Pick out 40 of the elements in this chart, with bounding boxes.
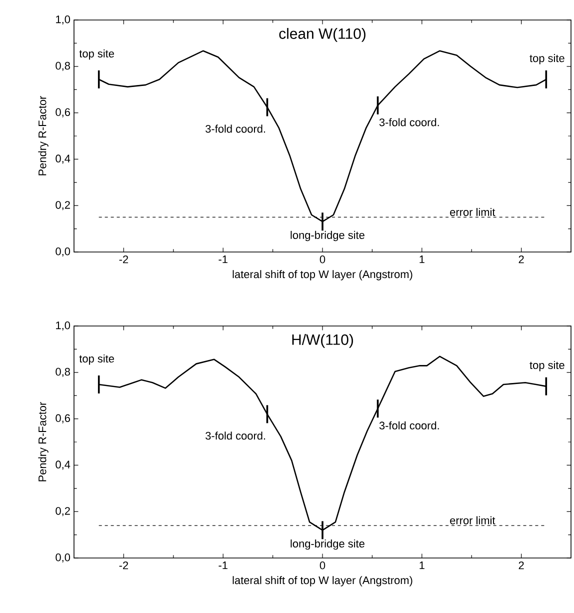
x-tick-label: 0 <box>320 256 326 264</box>
y-tick-label: 0,6 <box>56 414 70 424</box>
y-tick-label: 1,0 <box>56 321 70 331</box>
annotation: 3-fold coord. <box>206 432 266 440</box>
annotation: long-bridge site <box>290 539 364 550</box>
annotation: top site <box>530 360 564 372</box>
y-tick-label: 0,4 <box>56 460 70 470</box>
annotation: 3-fold coord. <box>379 118 439 126</box>
y-tick-label: 0,6 <box>56 108 70 118</box>
text: clean W(110) <box>279 28 366 42</box>
x-tick-label: 0 <box>320 562 326 570</box>
annotation: 3-fold coord. <box>379 421 439 430</box>
x-tick-label: -1 <box>218 562 228 570</box>
annotation: 3-fold coord. <box>206 124 266 133</box>
text: H/W(110) <box>292 334 353 348</box>
x-tick-label: -2 <box>119 562 128 570</box>
y-tick-label: 0,8 <box>56 368 70 377</box>
x-tick-label: 1 <box>420 562 424 570</box>
x-tick-label: 2 <box>518 256 524 264</box>
x-tick-label: 1 <box>420 256 424 264</box>
x-tick-label: 2 <box>518 562 524 570</box>
y-tick-label: 0,2 <box>56 201 70 210</box>
y-tick-label: 0,0 <box>56 553 70 563</box>
ref-line-label: error limit <box>450 208 496 216</box>
x-axis-title: lateral shift of top W layer (Angstrom) <box>232 576 412 586</box>
x-axis-title: lateral shift of top W layer (Angstrom) <box>232 270 412 280</box>
y-tick-label: 0,4 <box>56 154 70 164</box>
y-tick-label: 0,8 <box>56 62 70 71</box>
ref-line-label: error limit <box>450 516 496 524</box>
x-tick-label: -1 <box>218 256 228 264</box>
y-tick-label: 1,0 <box>56 15 70 25</box>
y-tick-label: 0,0 <box>56 247 70 257</box>
x-tick-label: -2 <box>119 256 128 264</box>
y-axis-title: Pendry R-Factor <box>38 96 48 176</box>
annotation: long-bridge site <box>290 230 364 242</box>
annotation: top site <box>79 354 114 365</box>
y-axis-title: Pendry R-Factor <box>38 402 48 482</box>
annotation: top site <box>530 54 564 64</box>
annotation: top site <box>79 49 114 60</box>
y-tick-label: 0,2 <box>56 507 70 516</box>
